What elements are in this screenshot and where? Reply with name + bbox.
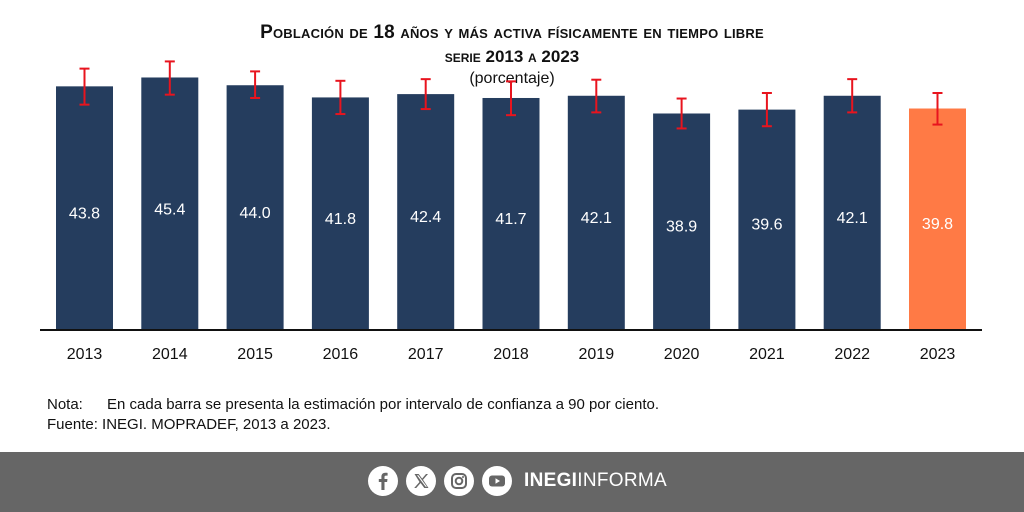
footer-bar: INEGIINFORMA [0,452,1024,512]
inegi-informa-brand[interactable]: INEGIINFORMA [524,470,667,492]
value-label-2021: 39.6 [751,217,782,234]
bar-2014 [141,77,199,329]
social-links: INEGIINFORMA [368,466,667,496]
value-label-2018: 41.7 [495,211,526,228]
chart-subtitle: serie 2013 a 2023 [444,47,580,66]
x-tick-label-2021: 2021 [749,346,785,363]
x-tick-label-2017: 2017 [408,346,444,363]
chart-title: Población de 18 años y más activa física… [260,22,764,43]
x-tick-label-2014: 2014 [152,346,188,363]
brand-bold: INEGI [524,470,578,491]
x-icon[interactable] [406,466,436,496]
bar-chart: 43.8 2013 45.4 2014 44.0 2015 41.8 2016 42.4 2017… [40,60,982,363]
brand-regular: INFORMA [577,470,667,491]
bar-2022 [823,95,881,330]
x-tick-label-2015: 2015 [237,346,273,363]
bar-2023 [909,108,966,330]
x-tick-label-2016: 2016 [323,346,359,363]
facebook-icon[interactable] [368,466,398,496]
value-label-2022: 42.1 [837,210,868,227]
value-label-2013: 43.8 [69,206,100,223]
bar-2017 [397,94,455,329]
value-label-2016: 41.8 [325,211,356,228]
bar-2013 [56,86,113,330]
value-label-2023: 39.8 [922,216,953,233]
bar-2020 [653,113,711,329]
youtube-icon[interactable] [482,466,512,496]
note-line: Nota: En cada barra se presenta la estima… [47,396,659,413]
value-label-2020: 38.9 [666,219,697,236]
x-tick-label-2018: 2018 [493,346,529,363]
bar-2015 [226,85,284,330]
x-tick-label-2013: 2013 [67,346,103,363]
x-tick-label-2022: 2022 [834,346,870,363]
source-line: Fuente: INEGI. MOPRADEF, 2013 a 2023. [47,416,330,433]
value-label-2019: 42.1 [581,210,612,227]
bar-2021 [738,109,796,329]
bar-2019 [567,95,625,330]
value-label-2017: 42.4 [410,209,441,226]
value-label-2015: 44.0 [240,205,271,222]
x-tick-label-2020: 2020 [664,346,700,363]
x-tick-label-2019: 2019 [579,346,615,363]
bar-2018 [482,97,540,330]
source-label: Fuente: [47,416,98,433]
value-label-2014: 45.4 [154,201,185,218]
bar-2016 [311,97,369,329]
note-label: Nota: [47,396,83,413]
unit-label: (porcentaje) [469,70,555,87]
instagram-icon[interactable] [444,466,474,496]
x-tick-label-2023: 2023 [920,346,956,363]
note-text: En cada barra se presenta la estimación … [107,396,659,413]
source-text: INEGI. MOPRADEF, 2013 a 2023. [102,416,331,433]
